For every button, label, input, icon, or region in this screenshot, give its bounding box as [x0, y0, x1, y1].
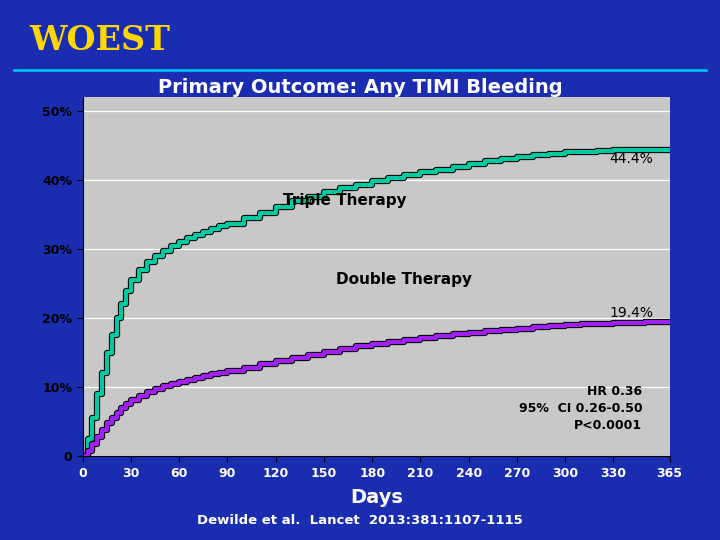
Text: Triple Therapy: Triple Therapy	[283, 193, 407, 208]
Text: P<0.0001: P<0.0001	[574, 419, 642, 432]
Text: Primary Outcome: Any TIMI Bleeding: Primary Outcome: Any TIMI Bleeding	[158, 78, 562, 97]
Text: Double Therapy: Double Therapy	[336, 272, 472, 287]
Text: 44.4%: 44.4%	[610, 152, 654, 166]
Text: WOEST: WOEST	[29, 24, 170, 57]
Text: Dewilde et al.  Lancet  2013:381:1107-1115: Dewilde et al. Lancet 2013:381:1107-1115	[197, 514, 523, 526]
Text: 19.4%: 19.4%	[610, 306, 654, 320]
Text: 95%  CI 0.26-0.50: 95% CI 0.26-0.50	[518, 402, 642, 415]
X-axis label: Days: Days	[350, 488, 402, 507]
Text: HR 0.36: HR 0.36	[587, 384, 642, 397]
